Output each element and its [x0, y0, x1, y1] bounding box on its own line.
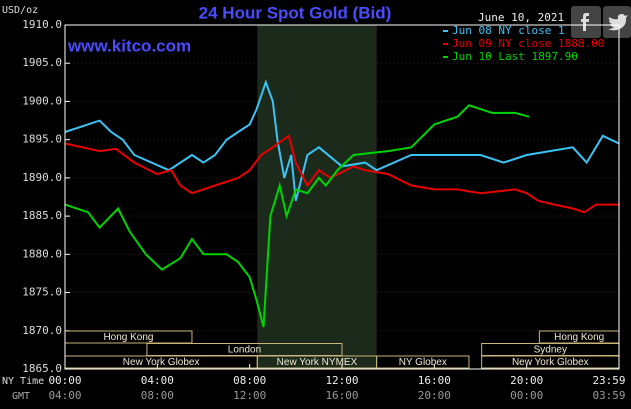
source: www.kitco.com — [67, 36, 191, 55]
gmt-label: 04:00 — [48, 389, 81, 402]
plot-frame — [64, 24, 620, 370]
gmt-label: 08:00 — [141, 389, 174, 402]
y-tick-label: 1890.0 — [22, 171, 62, 184]
chart-title: 24 Hour Spot Gold (Bid) — [199, 3, 392, 22]
y-tick-label: 1865.0 — [22, 362, 62, 375]
y-tick-label: 1905.0 — [22, 56, 62, 69]
y-tick-label: 1885.0 — [22, 209, 62, 222]
legend-swatch — [443, 43, 448, 45]
y-tick-label: 1870.0 — [22, 324, 62, 337]
twitter-icon — [608, 14, 628, 31]
gmt-label: 00:00 — [510, 389, 543, 402]
legend-label: Jun 08 NY close 1 — [452, 24, 565, 37]
share-buttons[interactable] — [571, 6, 631, 38]
session-label: New York NYMEX — [277, 357, 358, 368]
session-label: NY Globex — [399, 357, 447, 368]
session-label: London — [228, 345, 261, 356]
y-tick-label: 1880.0 — [22, 247, 62, 260]
x-tick-label: 23:59 — [592, 374, 625, 387]
time-row-label: NY Time — [2, 376, 44, 387]
session-label: New York Globex — [512, 357, 589, 368]
legend-label: Jun 10 Last 1897.90 — [452, 50, 578, 63]
x-tick-label: 16:00 — [418, 374, 451, 387]
series-line — [64, 104, 530, 328]
y-tick-label: 1900.0 — [22, 94, 62, 107]
session-label: Sydney — [534, 345, 567, 356]
x-tick-label: 08:00 — [233, 374, 266, 387]
session-label: New York Globex — [123, 357, 200, 368]
time-row-label: GMT — [12, 391, 30, 402]
facebook-icon — [581, 13, 589, 31]
gmt-label: 16:00 — [325, 389, 358, 402]
x-tick-label: 04:00 — [141, 374, 174, 387]
y-tick-label: 1895.0 — [22, 133, 62, 146]
session-label: Hong Kong — [554, 332, 604, 343]
legend-swatch — [443, 30, 448, 32]
gmt-label: 12:00 — [233, 389, 266, 402]
x-tick-label: 00:00 — [48, 374, 81, 387]
session-box — [376, 355, 470, 369]
series-line — [64, 79, 620, 202]
legend-label: Jun 09 NY close 1888.00 — [452, 37, 604, 50]
gmt-label: 20:00 — [418, 389, 451, 402]
gmt-label: 03:59 — [592, 389, 625, 402]
y-tick-label: 1910.0 — [22, 18, 62, 31]
series-line — [64, 134, 619, 214]
x-tick-label: 12:00 — [325, 374, 358, 387]
y-tick-label: 1875.0 — [22, 286, 62, 299]
session-label: Hong Kong — [103, 332, 153, 343]
x-tick-label: 20:00 — [510, 374, 543, 387]
unit-label: USD/oz — [2, 5, 38, 16]
legend-swatch — [443, 56, 448, 58]
date: June 10, 2021 — [478, 11, 564, 24]
